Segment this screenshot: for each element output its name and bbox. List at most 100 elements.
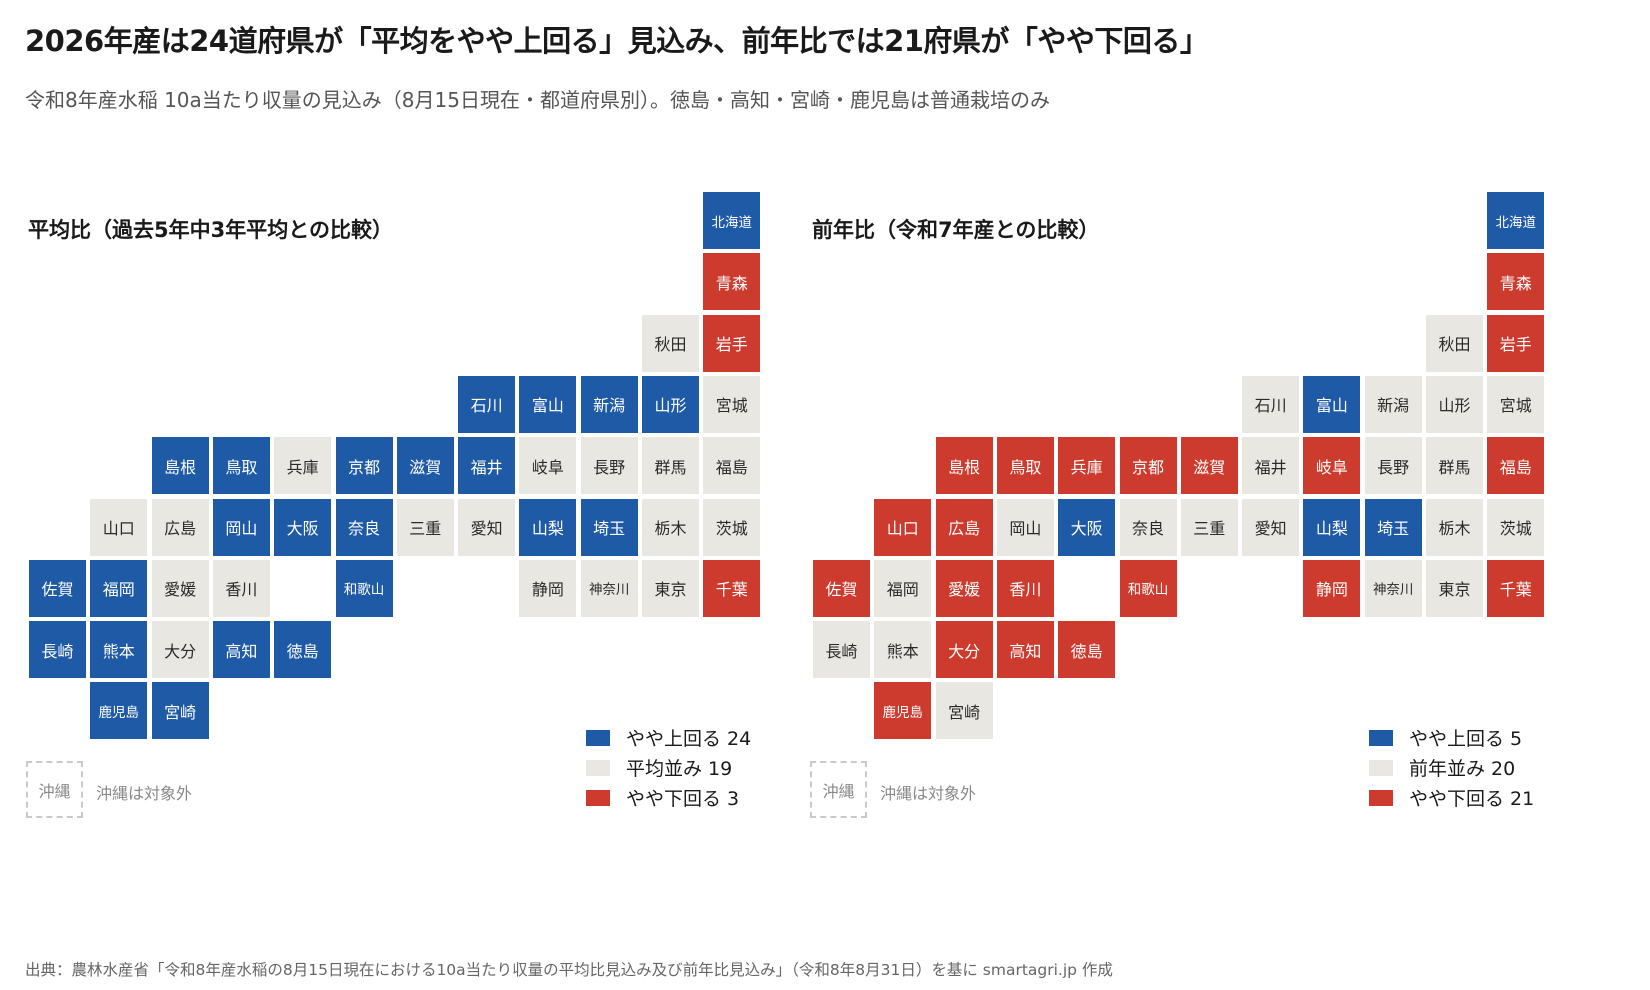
prefecture-tile: 岩手 bbox=[1487, 314, 1545, 372]
prefecture-tile: 山形 bbox=[1426, 375, 1483, 433]
prefecture-tile: 大分 bbox=[935, 621, 993, 679]
prefecture-tile: 徳島 bbox=[274, 621, 332, 679]
prefecture-tile: 富山 bbox=[519, 375, 577, 433]
prefecture-tile: 新潟 bbox=[580, 375, 638, 433]
prefecture-tile: 秋田 bbox=[642, 314, 699, 372]
prefecture-tile: 茨城 bbox=[1487, 498, 1545, 556]
prefecture-tile: 栃木 bbox=[642, 498, 699, 556]
prefecture-tile: 千葉 bbox=[703, 559, 761, 617]
prefecture-tile: 香川 bbox=[996, 559, 1054, 617]
prefecture-tile: 山口 bbox=[90, 498, 148, 556]
prefecture-tile: 石川 bbox=[458, 375, 516, 433]
okinawa-note: 沖縄は対象外 bbox=[880, 784, 977, 803]
prefecture-tile: 岡山 bbox=[996, 498, 1054, 556]
prefecture-tile: 奈良 bbox=[1119, 498, 1177, 556]
legend-label: やや下回る 21 bbox=[1409, 788, 1535, 810]
legend-label: やや上回る 24 bbox=[626, 728, 752, 750]
prefecture-tile: 福岡 bbox=[874, 559, 932, 617]
prefecture-tile: 群馬 bbox=[1426, 437, 1483, 495]
prefecture-tile: 岐阜 bbox=[1303, 437, 1361, 495]
okinawa-placeholder: 沖縄 bbox=[26, 761, 83, 818]
prefecture-tile: 高知 bbox=[212, 621, 270, 679]
legend-item-avg: 平均並み 19 bbox=[586, 754, 732, 781]
prefecture-tile: 埼玉 bbox=[580, 498, 638, 556]
prefecture-tile: 大阪 bbox=[1058, 498, 1116, 556]
prefecture-tile: 高知 bbox=[996, 621, 1054, 679]
okinawa-note: 沖縄は対象外 bbox=[96, 784, 193, 803]
prefecture-tile: 宮崎 bbox=[935, 682, 993, 740]
prefecture-tile: 大分 bbox=[151, 621, 209, 679]
legend-swatch bbox=[586, 789, 610, 806]
prefecture-tile: 和歌山 bbox=[335, 559, 393, 617]
prefecture-tile: 秋田 bbox=[1426, 314, 1483, 372]
prefecture-tile: 北海道 bbox=[1487, 192, 1545, 249]
prefecture-tile: 熊本 bbox=[874, 621, 932, 679]
legend-item-up: やや上回る 24 bbox=[586, 724, 751, 751]
panel-title: 前年比（令和7年産との比較） bbox=[812, 218, 1100, 242]
prefecture-tile: 広島 bbox=[935, 498, 993, 556]
prefecture-tile: 山梨 bbox=[1303, 498, 1361, 556]
legend-item-avg: 前年並み 20 bbox=[1369, 754, 1515, 781]
prefecture-tile: 鳥取 bbox=[996, 437, 1054, 495]
legend-label: 前年並み 20 bbox=[1409, 758, 1516, 780]
prefecture-tile: 山形 bbox=[642, 375, 699, 433]
prefecture-tile: 東京 bbox=[642, 559, 699, 617]
prefecture-tile: 京都 bbox=[335, 437, 393, 495]
legend-label: やや上回る 5 bbox=[1409, 728, 1523, 750]
prefecture-tile: 群馬 bbox=[642, 437, 699, 495]
legend-swatch bbox=[1369, 789, 1393, 806]
prefecture-tile: 香川 bbox=[212, 559, 270, 617]
prefecture-tile: 愛媛 bbox=[935, 559, 993, 617]
page-title: 2026年産は24道府県が「平均をやや上回る」見込み、前年比では21府県が「やや… bbox=[25, 24, 1209, 58]
okinawa-placeholder: 沖縄 bbox=[810, 761, 867, 818]
prefecture-tile: 神奈川 bbox=[580, 559, 638, 617]
prefecture-tile: 鹿児島 bbox=[874, 682, 932, 740]
prefecture-tile: 栃木 bbox=[1426, 498, 1483, 556]
prefecture-tile: 宮崎 bbox=[151, 682, 209, 740]
legend-item-up: やや上回る 5 bbox=[1369, 724, 1522, 751]
legend-swatch bbox=[586, 729, 610, 746]
average-comparison-panel: 平均比（過去5年中3年平均との比較） 北海道 青森 秋田 岩手 石川 富山 新潟 山形 宮城 島根… bbox=[0, 0, 790, 900]
prefecture-tile: 北海道 bbox=[703, 192, 761, 249]
prefecture-tile: 岡山 bbox=[212, 498, 270, 556]
prefecture-tile: 佐賀 bbox=[29, 559, 86, 617]
prefecture-tile: 滋賀 bbox=[396, 437, 454, 495]
prefecture-tile: 長崎 bbox=[813, 621, 870, 679]
prefecture-tile: 宮城 bbox=[1487, 375, 1545, 433]
prefecture-tile: 鹿児島 bbox=[90, 682, 148, 740]
prefecture-tile: 静岡 bbox=[519, 559, 577, 617]
prefecture-tile: 石川 bbox=[1242, 375, 1300, 433]
prefecture-tile: 長崎 bbox=[29, 621, 86, 679]
prefecture-tile: 宮城 bbox=[703, 375, 761, 433]
legend-item-down: やや下回る 21 bbox=[1369, 784, 1534, 811]
prefecture-tile: 東京 bbox=[1426, 559, 1483, 617]
prefecture-tile: 福井 bbox=[458, 437, 516, 495]
previous-year-comparison-panel: 前年比（令和7年産との比較） 北海道 青森 秋田 岩手 石川 富山 新潟 山形 宮城 島根 鳥取 兵庫… bbox=[784, 0, 1574, 900]
prefecture-tile: 愛知 bbox=[1242, 498, 1300, 556]
legend-item-down: やや下回る 3 bbox=[586, 784, 739, 811]
panel-title: 平均比（過去5年中3年平均との比較） bbox=[28, 218, 394, 242]
prefecture-tile: 佐賀 bbox=[813, 559, 870, 617]
prefecture-tile: 青森 bbox=[1487, 253, 1545, 311]
prefecture-tile: 千葉 bbox=[1487, 559, 1545, 617]
prefecture-tile: 鳥取 bbox=[212, 437, 270, 495]
prefecture-tile: 和歌山 bbox=[1119, 559, 1177, 617]
prefecture-tile: 福岡 bbox=[90, 559, 148, 617]
prefecture-tile: 岩手 bbox=[703, 314, 761, 372]
prefecture-tile: 長野 bbox=[1364, 437, 1422, 495]
prefecture-tile: 茨城 bbox=[703, 498, 761, 556]
prefecture-tile: 熊本 bbox=[90, 621, 148, 679]
prefecture-tile: 青森 bbox=[703, 253, 761, 311]
prefecture-tile: 福井 bbox=[1242, 437, 1300, 495]
prefecture-tile: 福島 bbox=[703, 437, 761, 495]
legend-swatch bbox=[1369, 729, 1393, 746]
prefecture-tile: 愛知 bbox=[458, 498, 516, 556]
legend-label: 平均並み 19 bbox=[626, 758, 733, 780]
prefecture-tile: 三重 bbox=[1180, 498, 1238, 556]
prefecture-tile: 京都 bbox=[1119, 437, 1177, 495]
prefecture-tile: 奈良 bbox=[335, 498, 393, 556]
prefecture-tile: 三重 bbox=[396, 498, 454, 556]
prefecture-tile: 広島 bbox=[151, 498, 209, 556]
legend-swatch bbox=[586, 759, 610, 776]
prefecture-tile: 兵庫 bbox=[1058, 437, 1116, 495]
